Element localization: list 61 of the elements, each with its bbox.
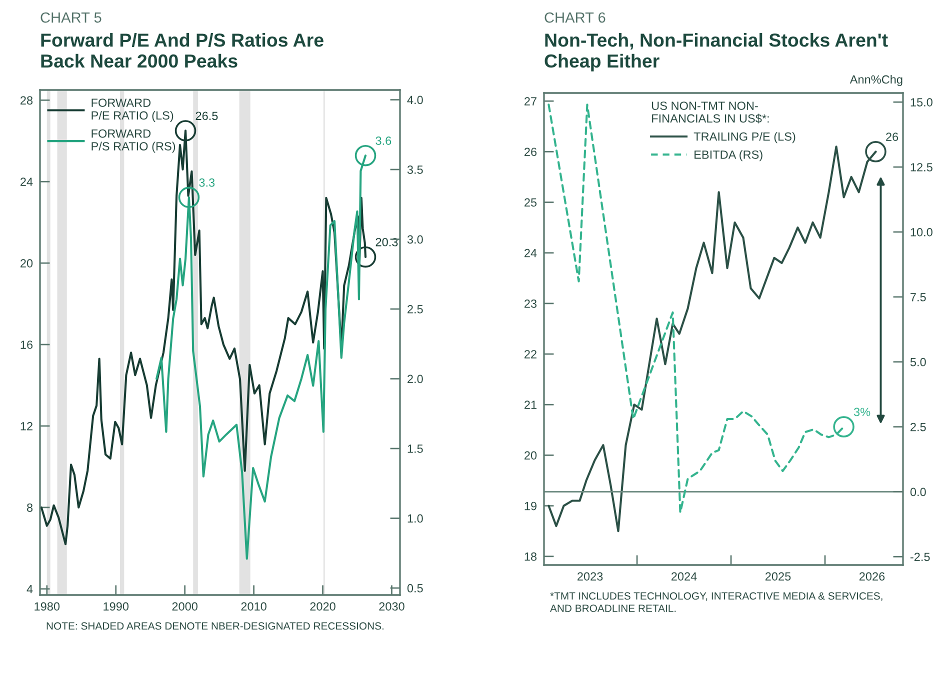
data-label: 26: [886, 132, 898, 142]
y2-tick-label: 1.5: [408, 444, 423, 453]
data-label: 26.5: [196, 112, 218, 120]
y2-tick-label: 3.0: [407, 235, 423, 244]
y-tick-label: 8: [27, 503, 33, 512]
data-label: 20.3: [376, 238, 398, 246]
y-tick-label: 23: [524, 299, 537, 308]
y-tick-label: 27: [524, 97, 536, 106]
y-tick-label: 20: [524, 451, 537, 460]
chart-subtitle: CHART 5: [40, 12, 102, 23]
x-tick-label: 2030: [379, 602, 404, 611]
y2-tick-label: -2.5: [910, 552, 930, 562]
y2-tick-label: 12.5: [910, 163, 932, 172]
x-tick-label: 2025: [765, 572, 791, 581]
data-label: 3.3: [199, 178, 215, 187]
y2-tick-label: 15.0: [910, 98, 932, 106]
y2-tick-label: 7.5: [910, 293, 926, 302]
y2-tick-label: 5.0: [910, 358, 926, 366]
y-tick-label: 19: [524, 502, 536, 510]
y-tick-label: 22: [524, 350, 536, 358]
data-label: 3.6: [376, 136, 392, 145]
y2-axis-title: Ann%Chg: [850, 74, 902, 86]
y2-tick-label: 4.0: [407, 96, 423, 104]
y-tick-label: 25: [524, 198, 537, 207]
y-tick-label: 21: [524, 400, 536, 409]
y-tick-label: 28: [20, 96, 33, 105]
x-tick-label: 2010: [241, 602, 266, 611]
text: NOTE: SHADED AREAS DENOTE NBER-DESIGNATED RECESSIONS.: [46, 622, 384, 630]
legend-label: FORWARD P/S RATIO (RS): [92, 129, 176, 153]
y-tick-label: 26: [524, 148, 537, 156]
x-tick-label: 2026: [859, 572, 885, 581]
y-tick-label: 18: [524, 552, 537, 561]
y-tick-label: 24: [20, 178, 33, 186]
legend-title: US NON-TMT NON- FINANCIALS IN US$*:: [652, 102, 769, 124]
y2-tick-label: 0.5: [407, 584, 423, 592]
x-tick-label: 2023: [578, 572, 603, 581]
y2-tick-label: 2.5: [910, 422, 926, 432]
y2-tick-label: 2.0: [408, 374, 423, 384]
y2-tick-label: 2.5: [408, 305, 423, 314]
legend-label: TRAILING P/E (LS): [694, 132, 796, 144]
x-tick-label: 2020: [310, 602, 336, 611]
x-tick-label: 2000: [172, 602, 198, 611]
legend-label: EBITDA (RS): [694, 150, 762, 162]
y-tick-label: 4: [26, 585, 33, 594]
y-tick-label: 12: [20, 422, 32, 430]
data-label: 3%: [854, 408, 870, 416]
y-tick-label: 16: [20, 340, 33, 349]
y2-tick-label: 3.5: [407, 166, 423, 174]
y-tick-label: 24: [524, 248, 537, 258]
text: *TMT INCLUDES TECHNOLOGY, INTERACTIVE MEDIA & SERVICES, AND BROADLINE RETAIL.: [550, 592, 882, 612]
x-tick-label: 2024: [671, 572, 697, 581]
x-tick-label: 1990: [104, 602, 129, 611]
legend-label: FORWARD P/E RATIO (LS): [92, 98, 174, 122]
y2-tick-label: 1.0: [408, 514, 423, 523]
chart-title: Forward P/E And P/S Ratios Are Back Near 2000 Peaks: [41, 33, 324, 68]
y-tick-label: 20: [20, 259, 33, 268]
y2-tick-label: 10.0: [910, 228, 932, 236]
x-tick-label: 1980: [34, 602, 60, 611]
y2-tick-label: 0.0: [910, 488, 926, 496]
chart-title: Non-Tech, Non-Financial Stocks Aren't Cheap Either: [544, 33, 888, 72]
chart-subtitle: CHART 6: [544, 12, 606, 23]
